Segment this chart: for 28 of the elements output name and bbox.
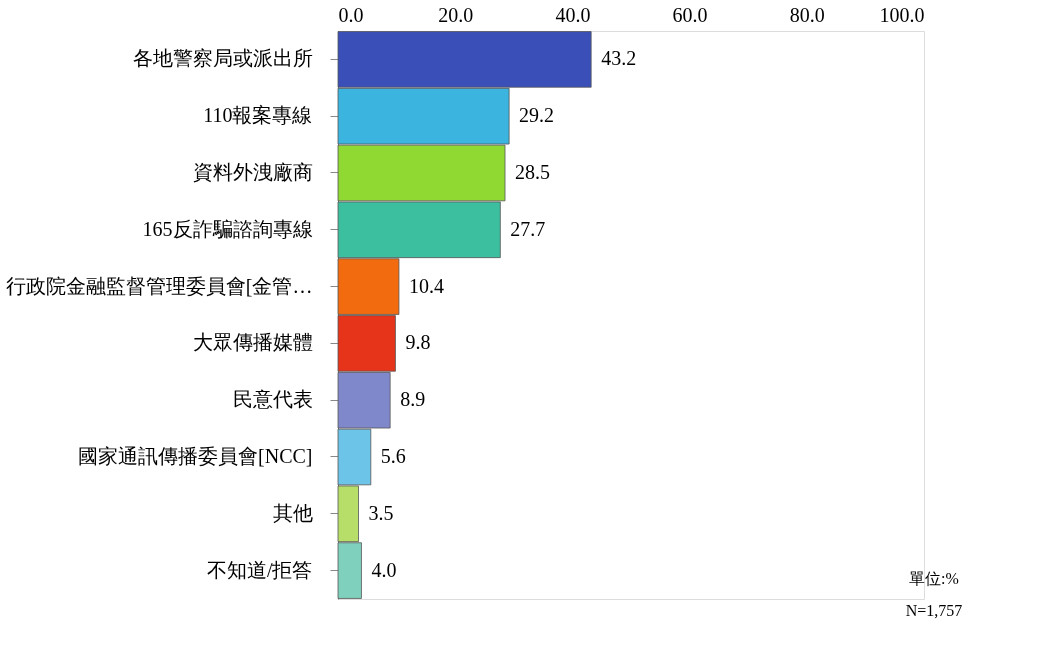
y-tick-label: 110報案專線 [203,104,313,127]
y-tick-label: 大眾傳播媒體 [192,331,313,354]
x-tick-label: 0.0 [338,3,364,26]
data-label: 10.4 [408,274,444,297]
y-tick-label: 國家通訊傳播委員會[NCC] [78,445,313,467]
y-tick-label: 資料外洩廠商 [192,161,313,183]
text: N=1,757 [905,602,963,619]
data-label: 9.8 [405,331,431,354]
y-tick-label: 165反詐騙諮詢專線 [142,217,313,240]
y-tick-label: 各地警察局或派出所 [132,47,313,70]
y-tick-label: 行政院金融監督管理委員會[金管… [5,274,313,297]
data-label: 29.2 [519,104,555,127]
data-label: 27.7 [510,217,546,240]
x-tick-label: 40.0 [555,3,591,26]
data-label: 28.5 [515,161,551,183]
data-label: 8.9 [400,388,426,411]
data-label: 3.5 [368,501,394,524]
data-label: 5.6 [380,445,406,467]
x-tick-label: 20.0 [438,3,474,26]
x-tick-label: 100.0 [879,3,925,26]
data-label: 4.0 [371,558,397,581]
x-tick-label: 60.0 [672,3,708,26]
annotation: 單位:% [909,570,959,587]
y-tick-label: 民意代表 [232,388,313,411]
x-tick-label: 80.0 [789,3,825,26]
data-label: 43.2 [601,47,637,70]
y-tick-label: 其他 [272,501,313,524]
y-tick-label: 不知道/拒答 [206,558,313,581]
